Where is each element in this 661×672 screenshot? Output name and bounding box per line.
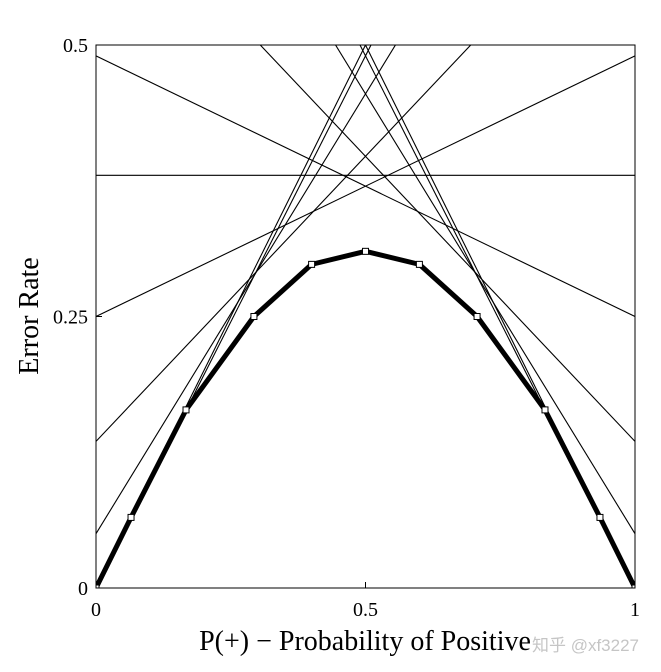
envelope-point <box>250 313 258 320</box>
cost-line-6 <box>96 55 635 317</box>
cost-lines <box>96 45 635 588</box>
y-tick-label: 0 <box>78 578 88 600</box>
x-axis-title: P(+) − Probability of Positive <box>199 626 531 657</box>
cost-line-1 <box>96 45 372 588</box>
envelope-point <box>308 260 316 268</box>
envelope-point <box>631 584 635 588</box>
x-tick-label: 0.5 <box>353 599 378 621</box>
envelope-point <box>596 513 604 521</box>
envelope-point <box>473 313 481 320</box>
cost-line-0 <box>96 45 367 588</box>
cost-line-8 <box>334 45 635 534</box>
envelope-point <box>96 584 100 588</box>
y-tick-label: 0.5 <box>63 35 88 57</box>
x-tick-label: 0 <box>91 599 101 621</box>
x-tick-label: 1 <box>630 599 640 621</box>
envelope-point <box>415 260 423 268</box>
cost-line-2 <box>96 45 397 534</box>
axis-ticks: 0 0.5 1 0 0.25 0.5 <box>53 35 640 621</box>
envelope-point <box>127 513 135 521</box>
lower-envelope <box>96 247 635 588</box>
plot-frame <box>95 44 636 589</box>
envelope-line <box>96 248 635 588</box>
watermark: 知乎 @xf3227 <box>531 636 639 655</box>
cost-line-10 <box>364 45 635 588</box>
y-tick-label: 0.25 <box>53 307 88 329</box>
cost-line-9 <box>359 45 635 588</box>
envelope-point <box>541 406 549 414</box>
y-axis-title: Error Rate <box>14 257 45 374</box>
envelope-point <box>362 247 369 255</box>
envelope-point <box>182 406 190 414</box>
cost-line-7 <box>259 45 635 442</box>
cost-line-3 <box>96 45 472 442</box>
